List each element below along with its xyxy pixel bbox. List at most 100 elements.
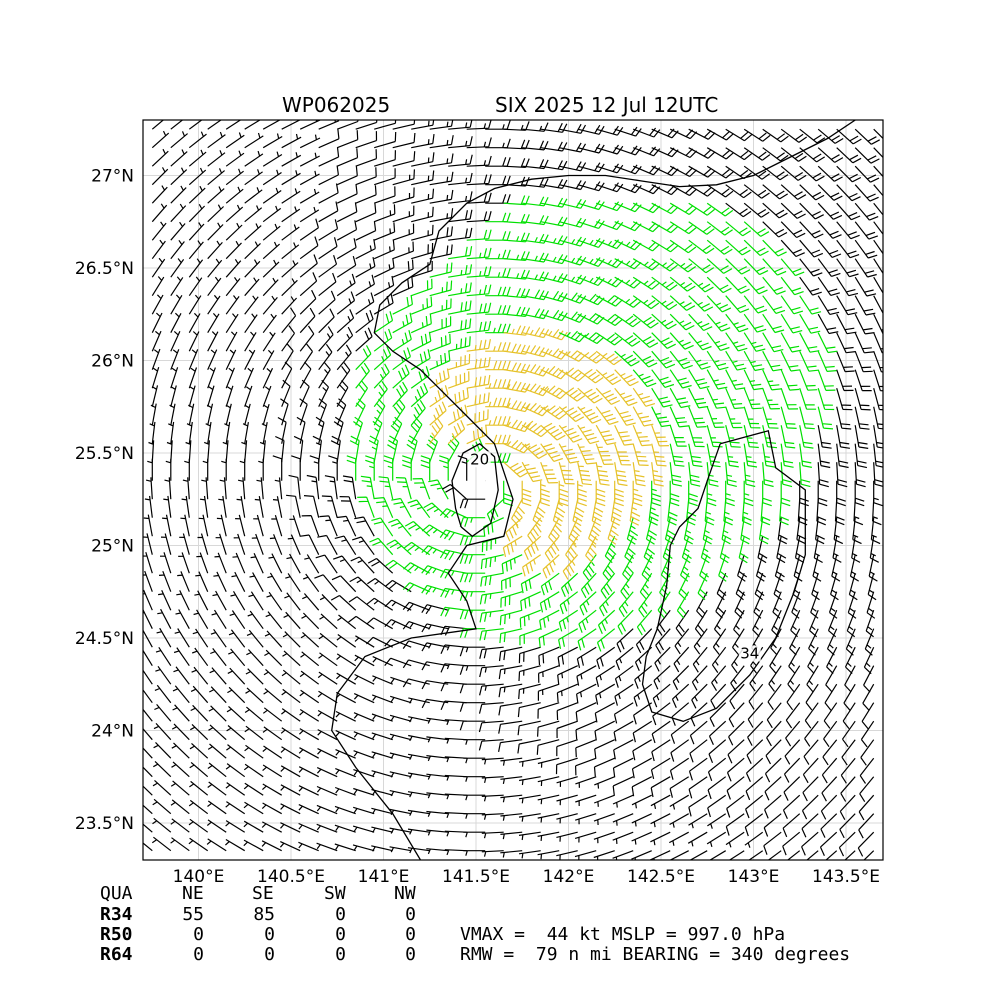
wind-barb bbox=[575, 739, 597, 758]
wind-barb bbox=[185, 440, 192, 463]
wind-barb bbox=[318, 272, 337, 297]
wind-barb bbox=[499, 628, 523, 644]
wind-barb bbox=[355, 120, 378, 130]
wind-barb bbox=[444, 793, 467, 800]
wind-barb bbox=[790, 609, 801, 638]
wind-barb bbox=[373, 380, 388, 408]
wind-barb bbox=[336, 362, 351, 389]
y-tick-label: 26.5°N bbox=[75, 259, 134, 279]
wind-barb bbox=[873, 128, 883, 140]
wind-barb bbox=[651, 258, 678, 272]
wind-barb bbox=[272, 496, 283, 518]
wind-barb bbox=[854, 332, 874, 354]
wind-barb bbox=[522, 327, 550, 339]
wind-barb bbox=[500, 831, 523, 840]
wind-barb bbox=[408, 734, 430, 742]
wind-barb bbox=[170, 203, 187, 223]
wind-barb bbox=[836, 202, 861, 221]
wind-barb bbox=[444, 737, 467, 744]
wind-barb bbox=[244, 120, 262, 130]
wind-barb bbox=[335, 691, 356, 704]
wind-barb bbox=[354, 635, 375, 648]
wind-barb bbox=[817, 332, 838, 354]
wind-barb bbox=[743, 480, 754, 507]
wind-barb bbox=[836, 295, 858, 316]
wind-barb bbox=[318, 237, 338, 260]
wind-barb bbox=[498, 720, 523, 734]
wind-barb bbox=[719, 536, 730, 564]
wind-barb bbox=[725, 147, 752, 161]
wind-barb bbox=[335, 749, 356, 759]
wind-barb bbox=[556, 683, 578, 703]
wind-barb bbox=[429, 316, 452, 334]
wind-barb bbox=[218, 495, 227, 518]
wind-barb bbox=[556, 739, 578, 757]
wind-barb bbox=[636, 609, 653, 636]
wind-barbs bbox=[143, 120, 883, 860]
wind-barb bbox=[371, 751, 393, 759]
wind-barb bbox=[669, 202, 697, 216]
wind-barb bbox=[614, 295, 642, 308]
wind-barb bbox=[836, 147, 862, 164]
wind-barb bbox=[817, 221, 842, 239]
wind-barb bbox=[556, 813, 578, 824]
wind-barb bbox=[207, 762, 227, 778]
wind-barb bbox=[853, 499, 864, 526]
wind-barb bbox=[576, 683, 597, 704]
wind-barb bbox=[651, 369, 675, 388]
wind-barb bbox=[521, 402, 550, 417]
wind-barb bbox=[521, 420, 549, 438]
wind-barb bbox=[651, 350, 676, 369]
wind-barb bbox=[402, 621, 430, 630]
wind-barb bbox=[708, 720, 727, 746]
wind-barb bbox=[281, 188, 301, 204]
wind-barb bbox=[148, 440, 155, 463]
wind-barb bbox=[281, 242, 300, 260]
wind-barb bbox=[743, 406, 761, 429]
wind-barb bbox=[216, 514, 227, 537]
wind-barb bbox=[426, 792, 449, 799]
wind-barb bbox=[706, 165, 734, 179]
wind-barb bbox=[762, 184, 789, 200]
wind-barb bbox=[281, 206, 301, 223]
wind-barb bbox=[688, 813, 708, 829]
wind-barb bbox=[873, 350, 883, 373]
rmw-bearing-summary: RMW = 79 n mi BEARING = 340 degrees bbox=[460, 944, 850, 965]
wind-barb bbox=[336, 634, 357, 648]
wind-barb bbox=[828, 591, 838, 619]
wind-barb bbox=[155, 646, 172, 667]
contour-label: 20 bbox=[470, 450, 489, 468]
wind-barb bbox=[299, 343, 313, 371]
wind-barb bbox=[334, 824, 356, 833]
wind-barb bbox=[299, 236, 319, 260]
wind-barb bbox=[244, 259, 261, 278]
wind-barb bbox=[372, 656, 393, 667]
wind-barb bbox=[559, 198, 587, 209]
wind-barb bbox=[336, 653, 357, 667]
wind-barb bbox=[863, 850, 875, 860]
wind-barb bbox=[614, 145, 642, 156]
wind-barb bbox=[206, 403, 214, 426]
wind-barb bbox=[378, 476, 394, 500]
wind-barb bbox=[175, 609, 190, 629]
wind-barb bbox=[861, 702, 875, 730]
wind-barb bbox=[728, 720, 745, 746]
contour-label: 34 bbox=[740, 645, 759, 663]
wind-barb bbox=[188, 258, 204, 278]
wind-barb bbox=[785, 702, 801, 729]
wind-barb bbox=[681, 536, 692, 564]
wind-barb bbox=[780, 184, 807, 200]
wind-barb bbox=[318, 361, 331, 389]
wind-barb bbox=[374, 131, 397, 149]
wind-barb bbox=[303, 495, 320, 518]
wind-barb bbox=[233, 533, 246, 555]
wind-barb bbox=[300, 651, 320, 667]
wind-barb bbox=[631, 794, 652, 809]
wind-barb bbox=[448, 209, 473, 223]
wind-barb bbox=[410, 366, 430, 389]
wind-barb bbox=[595, 201, 624, 212]
wind-barb bbox=[143, 552, 153, 574]
wind-barb bbox=[614, 313, 641, 328]
wind-barb bbox=[429, 368, 450, 389]
